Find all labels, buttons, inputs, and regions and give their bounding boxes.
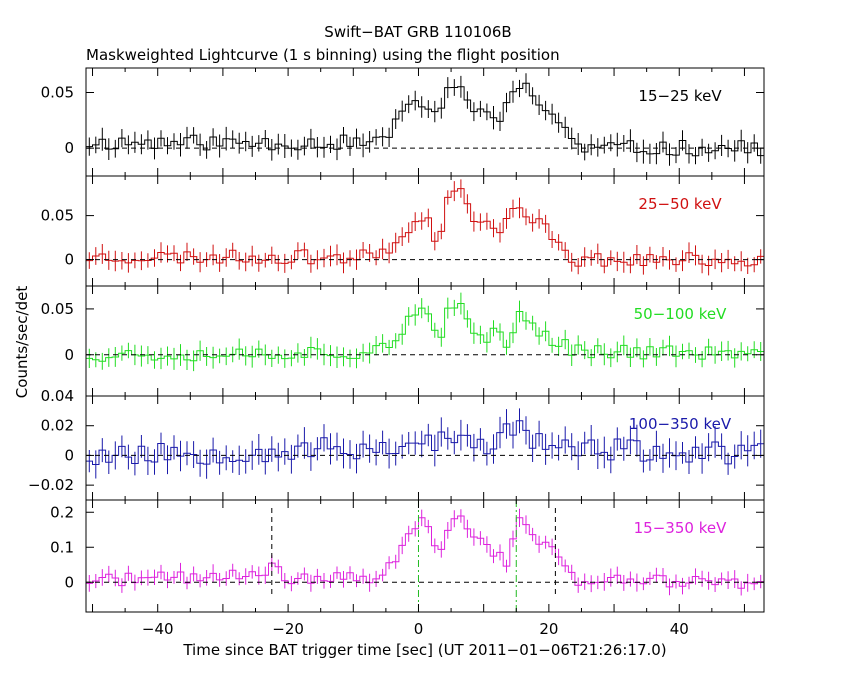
series-line [86, 420, 764, 465]
x-tick-label: −20 [272, 620, 304, 638]
panel-2: 0 0.05 25−50 keV [41, 175, 765, 287]
panel-label: 25−50 keV [638, 195, 722, 213]
series-line [86, 82, 764, 157]
y-tick-label: 0 [64, 251, 74, 269]
y-axis-label: Counts/sec/det [13, 286, 31, 399]
x-axis-label: Time since BAT trigger time [sec] (UT 20… [182, 641, 666, 659]
x-tick-label: 0 [414, 620, 424, 638]
chart-title: Swift−BAT GRB 110106B [324, 23, 511, 41]
panels: 0 0.05 15−25 keV 0 0.05 25−50 keV 0 0.05 50−100 … [28, 67, 765, 638]
series-line [86, 188, 764, 267]
y-tick-label: 0.05 [41, 300, 74, 318]
panel-label: 15−25 keV [638, 87, 722, 105]
series-line [86, 303, 764, 362]
y-tick-label: 0.05 [41, 207, 74, 225]
panel-5: 0 0.1 0.2 15−350 keV [50, 499, 765, 613]
chart-subtitle: Maskweighted Lightcurve (1 s binning) us… [86, 46, 560, 64]
y-tick-label: 0 [64, 446, 74, 464]
panel-frame [85, 285, 765, 397]
panel-frame [85, 395, 765, 501]
panel-frame [85, 67, 765, 177]
y-tick-label: 0.1 [50, 538, 74, 556]
panel-data [86, 508, 764, 596]
panel-frame [85, 175, 765, 287]
panel-data [86, 408, 764, 479]
y-tick-label: 0.2 [50, 503, 74, 521]
y-tick-label: 0 [64, 139, 74, 157]
panel-data [86, 73, 764, 166]
y-tick-label: 0 [64, 346, 74, 364]
y-tick-label: 0.02 [41, 417, 74, 435]
y-tick-label: 0 [64, 573, 74, 591]
panel-label: 100−350 keV [629, 415, 732, 433]
x-tick-label: −40 [142, 620, 174, 638]
x-tick-label: 40 [670, 620, 689, 638]
x-tick-label: 20 [539, 620, 558, 638]
panel-4: −0.02 0 0.02 0.04 100−350 keV [28, 387, 765, 501]
y-tick-label: 0.05 [41, 83, 74, 101]
panel-data [86, 179, 764, 276]
panel-data [86, 292, 764, 372]
panel-3: 0 0.05 50−100 keV [41, 285, 765, 397]
y-tick-label: −0.02 [28, 476, 74, 494]
series-line [86, 515, 764, 589]
panel-label: 15−350 keV [634, 519, 727, 537]
panel-1: 0 0.05 15−25 keV [41, 67, 765, 177]
y-tick-label: 0.04 [41, 387, 74, 405]
panel-frame [85, 499, 765, 613]
panel-label: 50−100 keV [634, 305, 727, 323]
